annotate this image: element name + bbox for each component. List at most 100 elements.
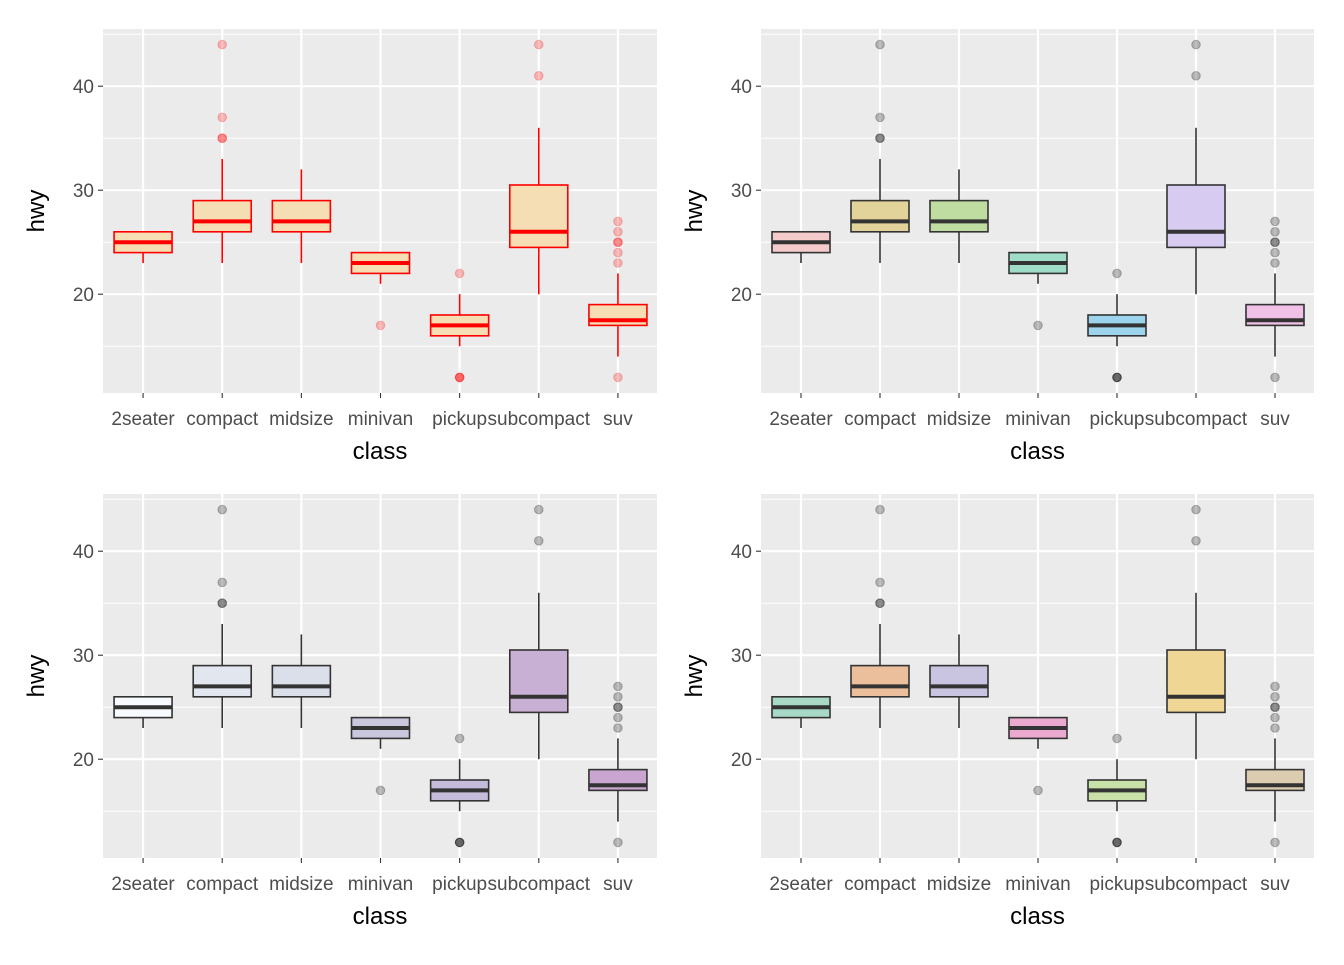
- outlier-point: [533, 71, 544, 81]
- x-axis-title: class: [353, 438, 408, 465]
- outlier-point: [1033, 785, 1043, 796]
- panel-top-right: 20 30 40 2seater compact midsize minivan pickup…: [681, 29, 1314, 465]
- box-iqr: [1166, 184, 1226, 249]
- outlier-point: [1191, 536, 1201, 546]
- outlier-point: [217, 133, 228, 143]
- x-tick-label: subcompact: [1145, 409, 1248, 430]
- box-midsize: [271, 169, 332, 263]
- outlier-point: [1191, 504, 1201, 515]
- outlier-point: [1270, 712, 1280, 723]
- box-iqr: [850, 199, 910, 233]
- outlier-point: [1270, 227, 1280, 237]
- box-subcompact: [1166, 504, 1226, 760]
- box-subcompact: [508, 39, 569, 295]
- x-tick-label: pickup: [1090, 874, 1145, 895]
- x-tick-label: compact: [844, 874, 917, 895]
- outlier-point: [1270, 237, 1280, 247]
- box-subcompact: [508, 504, 569, 760]
- box-iqr: [508, 649, 569, 714]
- panel-bottom-right: 20 30 40 2seater compact midsize minivan pickup…: [681, 494, 1314, 930]
- outlier-point: [875, 112, 885, 123]
- outlier-point: [454, 733, 465, 744]
- outlier-point: [613, 702, 623, 713]
- box-pickup: [429, 733, 490, 848]
- outlier-point: [1112, 268, 1122, 279]
- x-tick-label: 2seater: [111, 874, 175, 895]
- outlier-point: [613, 237, 623, 247]
- outlier-point: [375, 785, 386, 796]
- outlier-point: [1191, 71, 1201, 81]
- y-tick-label: 20: [731, 750, 752, 771]
- outlier-point: [875, 133, 885, 143]
- x-axis-title: class: [353, 903, 408, 930]
- x-tick-label: midsize: [269, 409, 333, 430]
- box-iqr: [1245, 303, 1305, 327]
- outlier-point: [1112, 837, 1122, 848]
- outlier-point: [217, 112, 228, 123]
- outlier-point: [875, 133, 885, 143]
- outlier-point: [875, 598, 885, 609]
- outlier-point: [1191, 39, 1201, 50]
- x-tick-label: suv: [603, 409, 633, 430]
- outlier-point: [454, 372, 465, 383]
- outlier-point: [533, 536, 544, 546]
- x-axis-title: class: [1010, 903, 1065, 930]
- outlier-point: [1112, 372, 1122, 383]
- box-pickup: [1087, 733, 1147, 848]
- y-tick-label: 20: [73, 750, 94, 771]
- outlier-point: [454, 837, 465, 848]
- outlier-point: [613, 237, 623, 247]
- box-iqr: [271, 664, 332, 698]
- x-tick-label: 2seater: [111, 409, 175, 430]
- x-tick-label: compact: [844, 409, 917, 430]
- outlier-point: [454, 372, 465, 383]
- outlier-point: [613, 702, 623, 713]
- box-pickup: [1087, 268, 1147, 383]
- outlier-point: [1112, 837, 1122, 848]
- y-tick-label: 40: [731, 77, 752, 98]
- outlier-point: [217, 133, 228, 143]
- x-tick-label: pickup: [432, 874, 487, 895]
- box-2seater: [113, 231, 173, 263]
- outlier-point: [1270, 681, 1280, 692]
- outlier-point: [1112, 372, 1122, 383]
- y-axis-title: hwy: [681, 655, 708, 698]
- x-tick-label: compact: [186, 409, 259, 430]
- y-tick-label: 40: [731, 542, 752, 563]
- x-tick-label: pickup: [1090, 409, 1145, 430]
- x-tick-label: suv: [1260, 409, 1290, 430]
- x-tick-label: suv: [603, 874, 633, 895]
- y-axis-title: hwy: [23, 190, 50, 233]
- y-axis-title: hwy: [681, 190, 708, 233]
- outlier-point: [1112, 733, 1122, 744]
- x-tick-label: minivan: [1005, 409, 1070, 430]
- outlier-point: [1270, 258, 1280, 268]
- box-iqr: [192, 199, 253, 233]
- box-midsize: [929, 169, 989, 263]
- outlier-point: [875, 504, 885, 515]
- outlier-point: [1270, 372, 1280, 383]
- outlier-point: [613, 681, 623, 692]
- y-tick-label: 30: [731, 181, 752, 202]
- x-tick-label: minivan: [348, 409, 413, 430]
- outlier-point: [217, 598, 228, 609]
- box-minivan: [1008, 716, 1068, 796]
- x-tick-label: minivan: [348, 874, 413, 895]
- y-tick-label: 20: [731, 285, 752, 306]
- x-tick-label: subcompact: [488, 874, 591, 895]
- box-minivan: [350, 716, 411, 796]
- box-suv: [1245, 216, 1305, 383]
- x-tick-label: compact: [186, 874, 259, 895]
- box-iqr: [192, 664, 253, 698]
- box-compact: [850, 39, 910, 263]
- x-tick-label: 2seater: [769, 874, 833, 895]
- x-tick-label: pickup: [432, 409, 487, 430]
- outlier-point: [533, 39, 544, 50]
- box-2seater: [113, 695, 173, 728]
- y-tick-label: 40: [73, 77, 94, 98]
- x-tick-label: midsize: [927, 409, 991, 430]
- outlier-point: [613, 723, 623, 733]
- box-2seater: [771, 695, 831, 728]
- box-midsize: [271, 634, 332, 728]
